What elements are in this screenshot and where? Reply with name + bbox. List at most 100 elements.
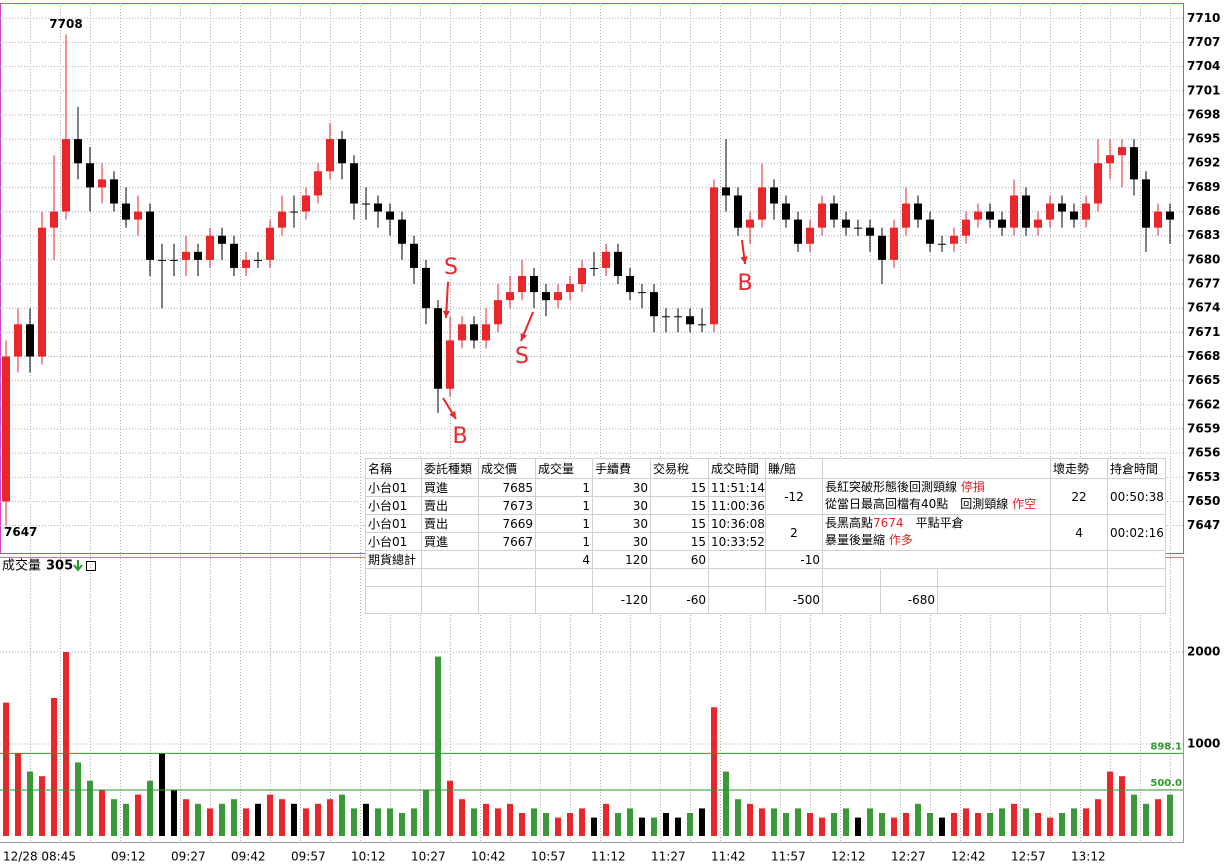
cell: 買進 [421, 478, 479, 497]
cell: 買進 [421, 532, 479, 551]
volume-bar [915, 803, 921, 836]
y-tick-label: 7704 [1187, 59, 1220, 73]
x-tick-label: 11:27 [651, 850, 686, 864]
note-action: 作多 [888, 533, 913, 547]
volume-bar [867, 808, 873, 836]
cell [1107, 550, 1167, 569]
volume-tick-label: 1000 [1187, 737, 1220, 751]
cell: 120 [592, 550, 651, 569]
volume-bar [987, 813, 993, 836]
candle-body [398, 219, 406, 244]
volume-bar [543, 813, 549, 836]
header: 成交價 [478, 458, 536, 479]
y-tick-label: 7656 [1187, 446, 1220, 460]
volume-bar [135, 794, 141, 836]
volume-bar [123, 803, 129, 836]
candle-body [614, 251, 622, 276]
candle-body [578, 267, 586, 285]
volume-bar [927, 813, 933, 836]
x-tick-label: 12:57 [1011, 850, 1046, 864]
volume-bar [891, 817, 897, 836]
blank-row [365, 568, 1167, 587]
candle-body [590, 267, 598, 269]
candle-body [554, 292, 562, 301]
signal-arrow-head [449, 411, 456, 419]
header: 交易稅 [650, 458, 709, 479]
candle-body [974, 211, 982, 220]
volume-bar [159, 753, 165, 836]
y-tick-label: 7665 [1187, 373, 1220, 387]
volume-label: 成交量 [2, 558, 41, 574]
cell [708, 568, 766, 587]
volume-bar [483, 803, 489, 836]
candle-body [110, 179, 118, 204]
candle-body [74, 139, 82, 164]
y-tick-label: 7701 [1187, 83, 1220, 97]
cell [535, 568, 593, 587]
cell: 7673 [478, 496, 536, 515]
y-tick-label: 7692 [1187, 156, 1220, 170]
candle-body [866, 227, 874, 236]
note-price: 7674 [873, 516, 904, 530]
candle-body [50, 211, 58, 228]
note-text: 平點平倉 [903, 516, 964, 530]
volume-tick-label: 2000 [1187, 645, 1220, 659]
y-tick-label: 7671 [1187, 325, 1220, 339]
volume-bar [495, 808, 501, 836]
candle-body [782, 203, 790, 220]
x-tick-label: 12:12 [831, 850, 866, 864]
candle-body [566, 284, 574, 293]
x-tick-label: 09:57 [291, 850, 326, 864]
volume-bar [651, 817, 657, 836]
candle-body [506, 292, 514, 301]
candle-body [878, 235, 886, 260]
candle-body [422, 267, 430, 309]
low-label: 7647 [4, 525, 37, 539]
y-tick-label: 7650 [1187, 494, 1220, 508]
volume-bar [675, 817, 681, 836]
cell: 1 [535, 532, 593, 551]
candle-body [146, 211, 154, 260]
candle-body [674, 316, 682, 318]
candle-body [902, 203, 910, 228]
cell: 1 [535, 514, 593, 533]
candle-body [1046, 203, 1054, 220]
hold: 00:02:16 [1107, 514, 1167, 551]
cell: -10 [765, 550, 823, 569]
volume-bar [51, 698, 57, 836]
candle-body [830, 203, 838, 220]
volume-bar [771, 808, 777, 836]
candle-body [434, 308, 442, 389]
candle-body [806, 227, 814, 244]
volume-bar [399, 813, 405, 836]
volume-bar [27, 771, 33, 836]
candle-body [1118, 147, 1126, 156]
candle-body [602, 251, 610, 268]
candle-body [1034, 219, 1042, 228]
cell: 15 [650, 514, 709, 533]
candle-body [38, 227, 46, 357]
volume-bar [579, 808, 585, 836]
volume-bar [759, 808, 765, 836]
volume-bar [711, 707, 717, 836]
candle-body [818, 203, 826, 228]
volume-arrow [73, 560, 83, 572]
volume-bar [567, 813, 573, 836]
candle-body [1154, 211, 1162, 228]
cell: 7669 [478, 514, 536, 533]
candle-body [914, 203, 922, 220]
cell [650, 568, 709, 587]
volume-bar [471, 808, 477, 836]
candle-body [134, 211, 142, 220]
candle-body [1106, 155, 1114, 164]
cell [1107, 568, 1167, 587]
cell [365, 568, 422, 587]
candle-body [470, 324, 478, 341]
candle-body [1022, 195, 1030, 228]
volume-bar [447, 780, 453, 836]
trade-row: 小台01 買進 7685 1 30 15 11:51:14 -12 長紅突破形態… [365, 478, 1167, 515]
volume-bar [459, 799, 465, 836]
cell [535, 586, 593, 614]
candle-body [86, 163, 94, 188]
